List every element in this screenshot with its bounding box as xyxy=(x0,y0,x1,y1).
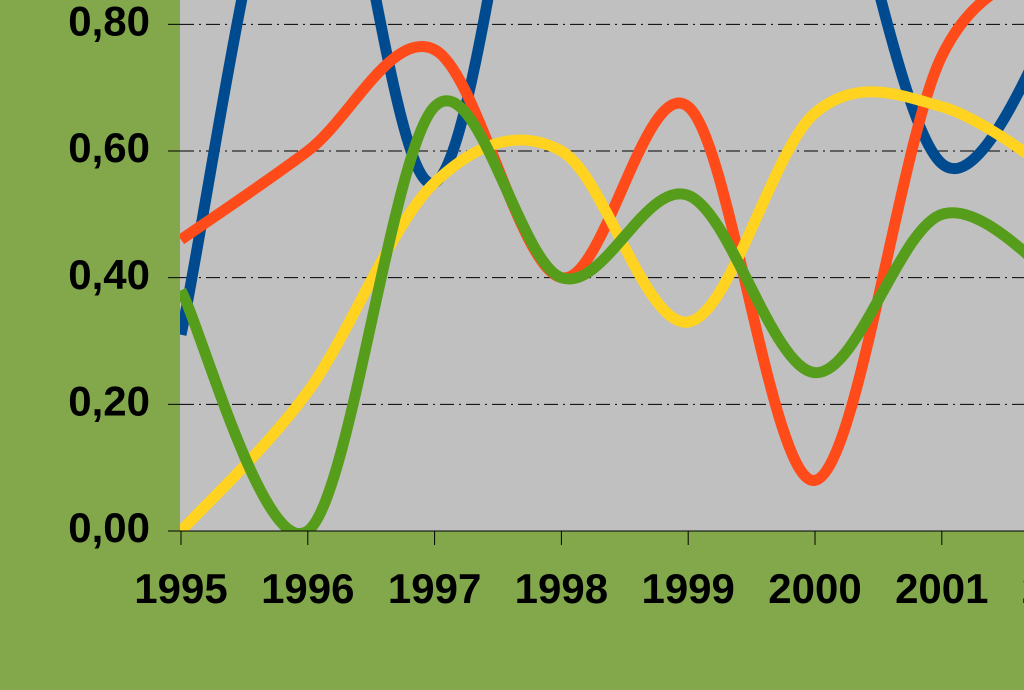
x-tick-label: 1995 xyxy=(134,565,227,612)
series-line xyxy=(180,0,994,486)
lines xyxy=(180,0,1024,531)
y-tick-label: 0,20 xyxy=(68,377,150,424)
axes: 0,00 0,20 0,40 0,60 0,80 1995 1996 1997 1998 1999… xyxy=(68,0,1024,612)
x-tick-label: 1998 xyxy=(515,565,608,612)
y-tick-label: 0,40 xyxy=(68,251,150,298)
x-tick-label: 1996 xyxy=(261,565,354,612)
y-tick-label: 0,60 xyxy=(68,124,150,171)
series-line xyxy=(180,95,1024,531)
x-tick-label: 2002 xyxy=(1022,565,1024,612)
series-line xyxy=(180,0,1024,336)
x-tick-label: 2000 xyxy=(768,565,861,612)
x-tick-label: 1997 xyxy=(388,565,481,612)
x-tick-label: 2001 xyxy=(895,565,988,612)
y-tick-label: 0,00 xyxy=(68,504,150,551)
series-line xyxy=(180,86,1024,531)
x-tick-label: 1999 xyxy=(641,565,734,612)
grid xyxy=(180,23,1024,405)
y-tick-label: 0,80 xyxy=(68,0,150,44)
